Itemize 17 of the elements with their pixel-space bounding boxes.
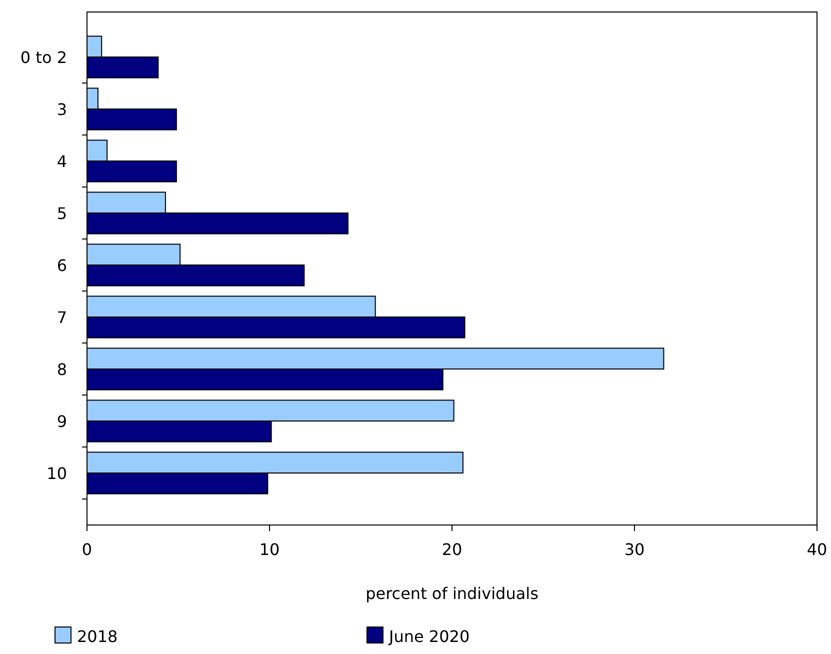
y-tick-label: 0 to 2 — [20, 48, 67, 67]
y-tick-label: 9 — [56, 412, 67, 431]
x-tick-label: 0 — [82, 540, 92, 559]
y-tick-label: 7 — [56, 308, 67, 327]
y-tick-label: 5 — [56, 204, 67, 223]
x-tick-label: 30 — [624, 540, 645, 559]
y-tick-label: 10 — [46, 464, 67, 483]
y-tick-label: 8 — [56, 360, 67, 379]
x-axis-title: percent of individuals — [366, 584, 538, 603]
x-tick-label: 10 — [259, 540, 280, 559]
y-tick-label: 6 — [56, 256, 67, 275]
y-tick-label: 4 — [56, 152, 67, 171]
y-tick-label: 3 — [56, 100, 67, 119]
x-tick-label: 40 — [806, 540, 828, 559]
legend-label: 2018 — [77, 627, 118, 646]
x-tick-label: 20 — [442, 540, 462, 559]
legend-label: June 2020 — [388, 627, 470, 646]
